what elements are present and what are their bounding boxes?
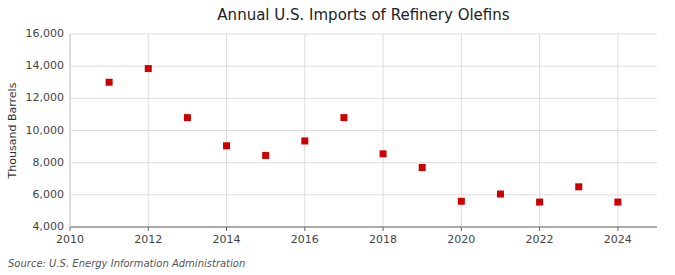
point — [536, 199, 543, 206]
x-tick-label: 2022 — [526, 233, 554, 246]
x-tick — [70, 227, 71, 231]
y-grid-line — [70, 34, 657, 35]
y-tick-label: 8,000 — [33, 156, 65, 169]
x-axis-line — [70, 227, 657, 228]
point — [106, 79, 113, 86]
points — [106, 65, 622, 205]
x-tick-label: 2020 — [447, 233, 475, 246]
x-grid-line — [70, 34, 71, 227]
x-grid-line — [539, 34, 540, 227]
x-tick — [226, 227, 227, 231]
point — [262, 152, 269, 159]
x-tick-label: 2018 — [369, 233, 397, 246]
point — [419, 164, 426, 171]
x-tick-label: 2010 — [56, 233, 84, 246]
x-grid-line — [383, 34, 384, 227]
x-tick — [304, 227, 305, 231]
point — [223, 142, 230, 149]
point — [575, 183, 582, 190]
title: Annual U.S. Imports of Refinery Olefins — [217, 6, 509, 24]
point — [184, 114, 191, 121]
y-axis-label: Thousand Barrels — [6, 82, 19, 179]
y-tick-label: 4,000 — [33, 220, 65, 233]
chart: 4,000 6,000 8,000 10,000 12,000 14,000 16,000 2… — [0, 0, 675, 275]
y-tick-label: 10,000 — [26, 124, 65, 137]
point — [145, 65, 152, 72]
x-grid-line — [617, 34, 618, 227]
point — [458, 198, 465, 205]
y-tick-label: 16,000 — [26, 27, 65, 40]
axes: 4,000 6,000 8,000 10,000 12,000 14,000 16,000 2… — [26, 27, 658, 246]
y-grid-line — [70, 130, 657, 131]
x-grid-line — [148, 34, 149, 227]
y-tick-label: 12,000 — [26, 91, 65, 104]
y-grid-line — [70, 162, 657, 163]
point — [301, 137, 308, 144]
x-grid-line — [226, 34, 227, 227]
point — [380, 150, 387, 157]
x-tick-label: 2014 — [213, 233, 241, 246]
y-grid-line — [70, 66, 657, 67]
x-grid-line — [304, 34, 305, 227]
x-tick-label: 2024 — [604, 233, 632, 246]
y-grid-line — [70, 227, 657, 228]
x-tick-label: 2012 — [134, 233, 162, 246]
source-note: Source: U.S. Energy Information Administ… — [8, 258, 245, 269]
point — [340, 114, 347, 121]
point — [497, 191, 504, 198]
point — [614, 199, 621, 206]
y-axis-line — [70, 34, 71, 227]
x-tick — [461, 227, 462, 231]
x-tick — [383, 227, 384, 231]
y-tick-label: 6,000 — [33, 188, 65, 201]
x-tick — [617, 227, 618, 231]
x-tick — [539, 227, 540, 231]
y-tick-label: 14,000 — [26, 59, 65, 72]
x-tick-label: 2016 — [291, 233, 319, 246]
x-tick — [148, 227, 149, 231]
grid — [70, 34, 657, 227]
y-grid-line — [70, 98, 657, 99]
y-grid-line — [70, 194, 657, 195]
